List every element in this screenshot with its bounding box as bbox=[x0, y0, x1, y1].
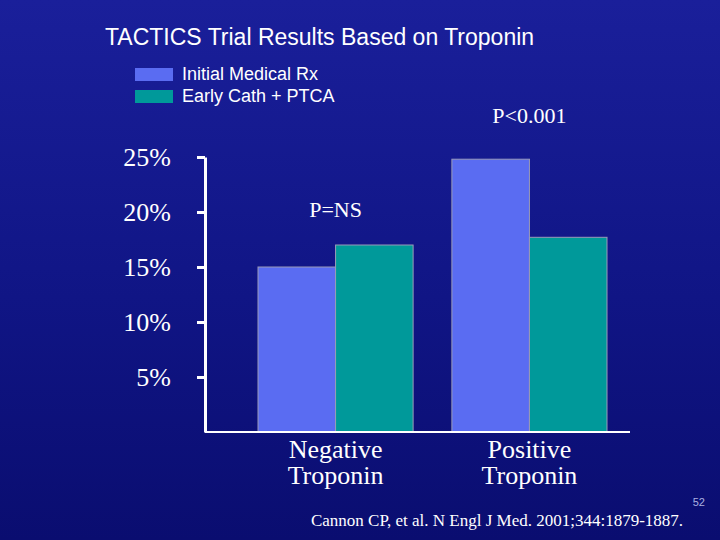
x-tick-label: NegativeTroponin bbox=[288, 435, 384, 490]
y-tick-mark bbox=[197, 376, 205, 379]
x-tick-label-line: Troponin bbox=[288, 461, 384, 490]
y-tick-mark bbox=[197, 321, 205, 324]
chart: TACTICS Trial Results Based on Troponin I… bbox=[0, 0, 720, 540]
y-tick-mark bbox=[197, 156, 205, 159]
annotation: P<0.001 bbox=[492, 103, 566, 128]
x-axis: NegativeTroponinPositiveTroponin bbox=[288, 432, 578, 490]
x-tick-label: PositiveTroponin bbox=[482, 435, 578, 490]
bar bbox=[452, 159, 530, 432]
y-tick-label: 5% bbox=[136, 363, 171, 392]
title: TACTICS Trial Results Based on Troponin bbox=[105, 24, 534, 50]
legend-label: Early Cath + PTCA bbox=[182, 86, 335, 106]
x-tick-label-line: Troponin bbox=[482, 461, 578, 490]
y-tick-label: 20% bbox=[123, 198, 171, 227]
bars bbox=[258, 159, 607, 432]
y-axis-line bbox=[204, 158, 207, 433]
y-axis: 5% 10% 15% 20% 25% bbox=[123, 143, 205, 433]
source: Cannon CP, et al. N Engl J Med. 2001;344… bbox=[311, 511, 683, 530]
y-tick-label: 25% bbox=[123, 143, 171, 172]
bar bbox=[336, 245, 414, 432]
x-tick: PositiveTroponin bbox=[482, 432, 578, 490]
y-tick: 15% bbox=[123, 253, 205, 282]
bar bbox=[258, 267, 336, 432]
baseline bbox=[205, 431, 630, 433]
annotation: P=NS bbox=[309, 197, 362, 222]
y-tick-label: 15% bbox=[123, 253, 171, 282]
legend-label: Initial Medical Rx bbox=[182, 64, 318, 84]
legend-swatch bbox=[135, 68, 173, 81]
y-tick-mark bbox=[197, 266, 205, 269]
y-tick: 20% bbox=[123, 198, 205, 227]
y-tick: 5% bbox=[136, 363, 205, 392]
legend-swatch bbox=[135, 90, 173, 103]
bar bbox=[529, 237, 607, 432]
slide-number: 52 bbox=[693, 496, 705, 508]
y-tick: 25% bbox=[123, 143, 205, 172]
legend: Initial Medical RxEarly Cath + PTCA bbox=[135, 64, 335, 106]
x-tick-label-line: Negative bbox=[289, 435, 383, 464]
y-tick: 10% bbox=[123, 308, 205, 337]
x-tick: NegativeTroponin bbox=[288, 432, 384, 490]
y-tick-mark bbox=[197, 211, 205, 214]
y-tick-label: 10% bbox=[123, 308, 171, 337]
x-tick-label-line: Positive bbox=[488, 435, 572, 464]
